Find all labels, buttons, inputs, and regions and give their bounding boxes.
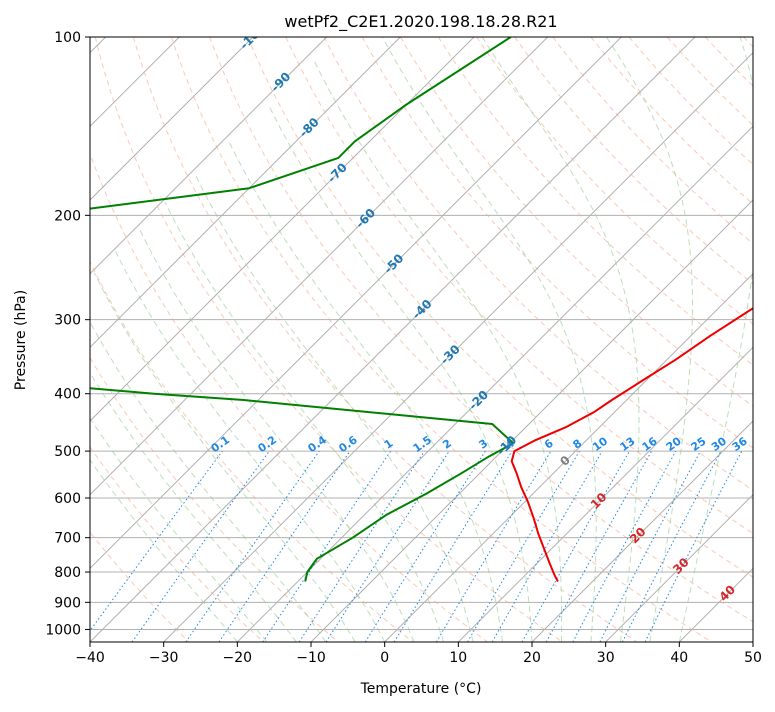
x-tick-label: −40 [75, 650, 105, 666]
chart-title: wetPf2_C2E1.2020.198.18.28.R21 [284, 12, 557, 32]
x-tick-label: 20 [523, 650, 541, 666]
x-tick-label: −20 [223, 650, 253, 666]
x-axis-label: Temperature (°C) [360, 681, 482, 697]
y-tick-label: 900 [54, 595, 81, 611]
x-tick-label: −10 [296, 650, 326, 666]
x-tick-label: −30 [149, 650, 179, 666]
y-tick-label: 200 [54, 208, 81, 224]
x-tick-label: 40 [670, 650, 688, 666]
y-tick-label: 700 [54, 531, 81, 547]
x-tick-label: 50 [744, 650, 762, 666]
y-tick-label: 600 [54, 491, 81, 507]
y-tick-label: 400 [54, 387, 81, 403]
x-tick-label: 0 [380, 650, 389, 666]
y-axis-label: Pressure (hPa) [13, 290, 29, 390]
x-tick-label: 30 [597, 650, 615, 666]
y-tick-label: 1000 [45, 622, 81, 638]
y-tick-label: 800 [54, 565, 81, 581]
y-tick-label: 100 [54, 30, 81, 46]
y-tick-label: 500 [54, 444, 81, 460]
x-tick-label: 10 [449, 650, 467, 666]
y-tick-label: 300 [54, 313, 81, 329]
